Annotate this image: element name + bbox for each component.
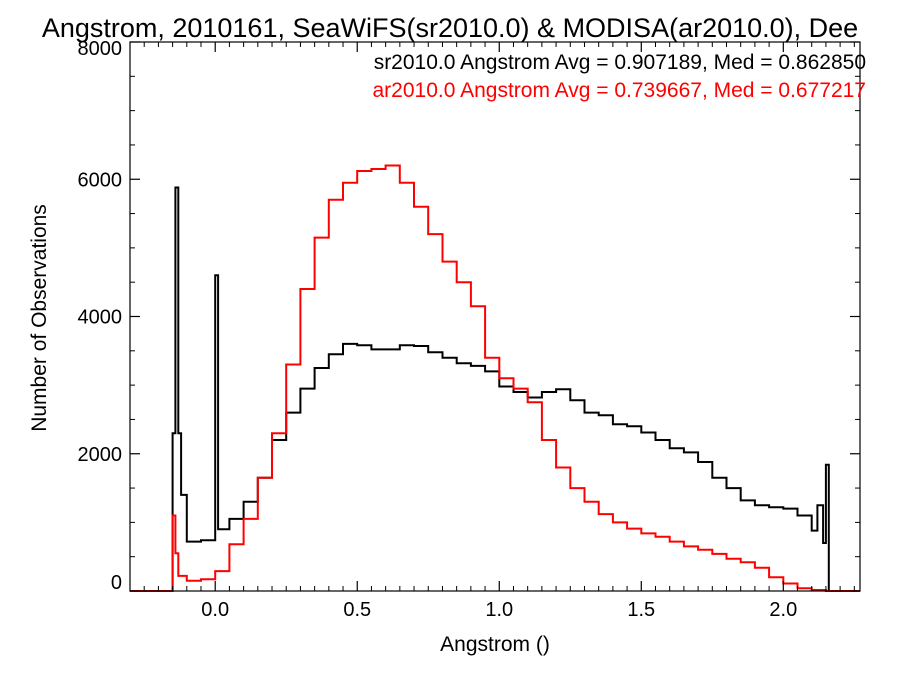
y-tick-label: 6000	[78, 169, 123, 191]
x-tick-label: 1.0	[485, 599, 513, 621]
y-tick-label: 4000	[78, 307, 123, 329]
x-tick-label: 1.5	[627, 599, 655, 621]
y-tick-label: 2000	[78, 444, 123, 466]
y-axis-label: Number of Observations	[28, 204, 51, 432]
x-axis-ticks: 0.0 0.5 1.0 1.5 2.0	[143, 42, 855, 621]
x-tick-label: 2.0	[769, 599, 797, 621]
x-tick-label: 0.5	[343, 599, 371, 621]
chart-title: Angstrom, 2010161, SeaWiFS(sr2010.0) & M…	[42, 13, 858, 43]
y-axis-ticks: 0 2000 4000 6000 8000	[78, 38, 860, 594]
legend-entry-sr2010: sr2010.0 Angstrom Avg = 0.907189, Med = …	[374, 51, 866, 74]
legend-entry-ar2010: ar2010.0 Angstrom Avg = 0.739667, Med = …	[373, 79, 867, 102]
series-layer	[130, 164, 860, 592]
series-line-sr2010	[130, 186, 860, 592]
series-line-ar2010	[130, 164, 860, 592]
x-axis-label: Angstrom ()	[440, 633, 550, 656]
x-tick-label: 0.0	[201, 599, 229, 621]
y-tick-label: 8000	[78, 38, 123, 60]
y-tick-label: 0	[111, 572, 122, 594]
